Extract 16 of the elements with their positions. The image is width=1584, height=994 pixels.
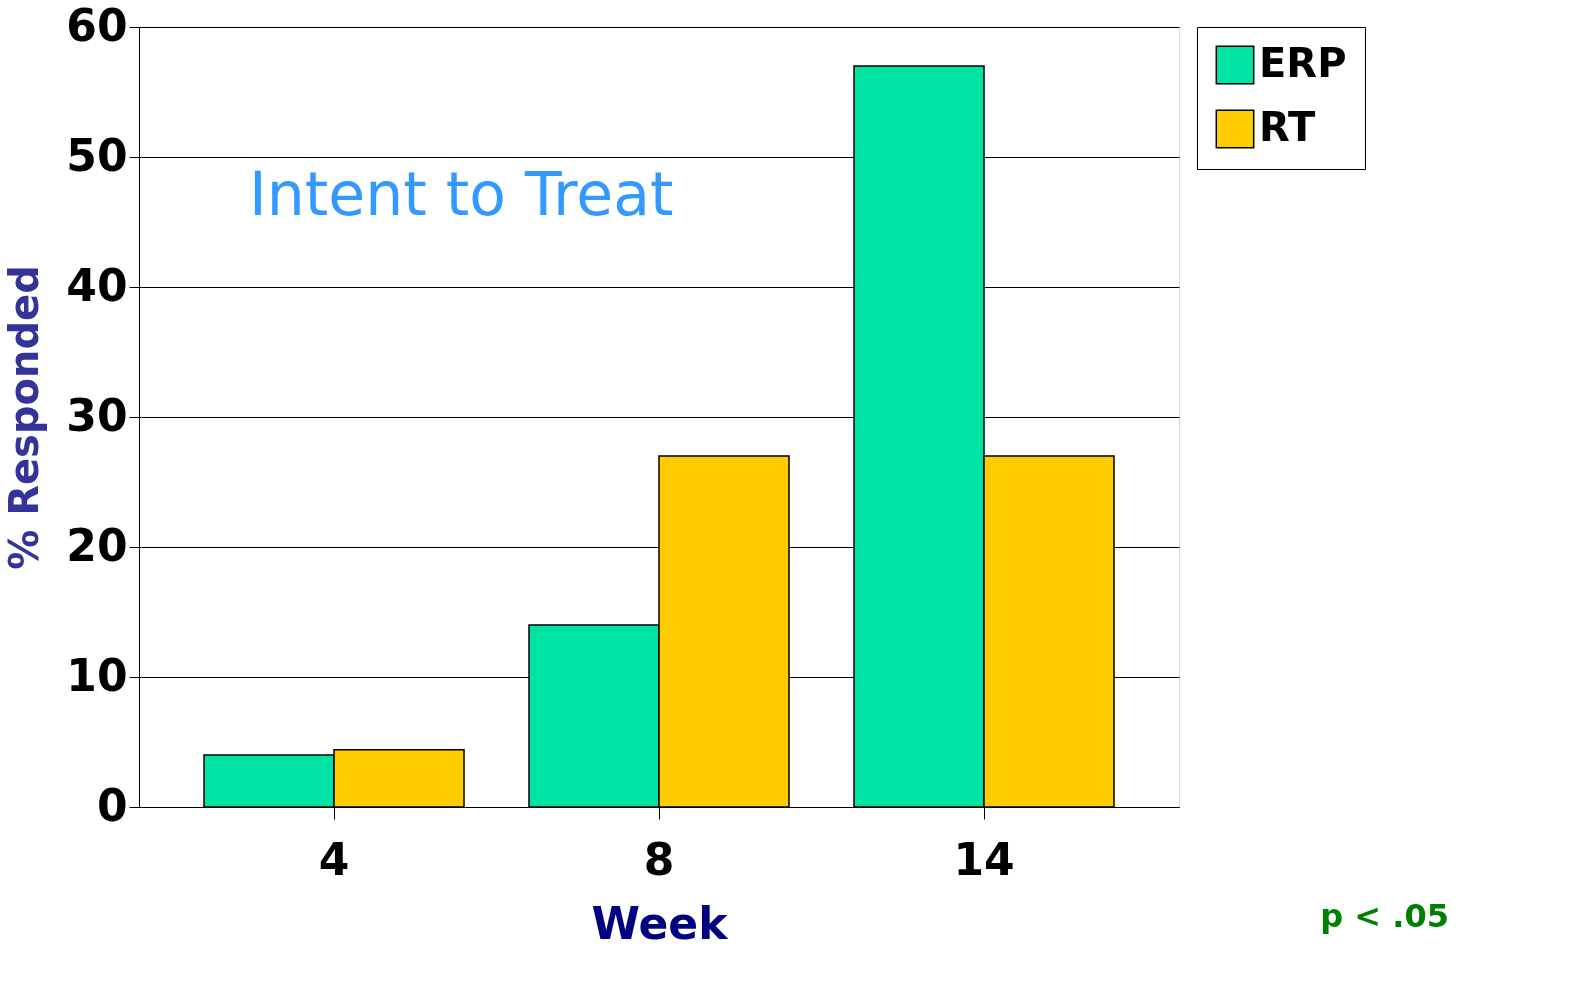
y-tick-label: 40 [66, 259, 128, 311]
y-axis-title: % Responded [1, 265, 48, 570]
y-tick-label: 60 [66, 0, 128, 51]
legend-label: RT [1259, 104, 1316, 150]
annotation: Intent to Treat [249, 159, 674, 229]
text: p < .05 [1320, 897, 1449, 935]
legend-label: ERP [1259, 40, 1347, 86]
y-tick-label: 30 [66, 389, 128, 441]
y-tick-label: 10 [66, 649, 128, 701]
x-tick-label: 14 [953, 833, 1015, 885]
x-tick-label: 8 [643, 833, 675, 885]
x-tick-label: 4 [318, 833, 350, 885]
x-axis-title: Week [591, 897, 730, 949]
y-tick-label: 20 [66, 519, 128, 571]
y-tick-label: 0 [96, 779, 128, 831]
y-tick-label: 50 [66, 129, 128, 181]
